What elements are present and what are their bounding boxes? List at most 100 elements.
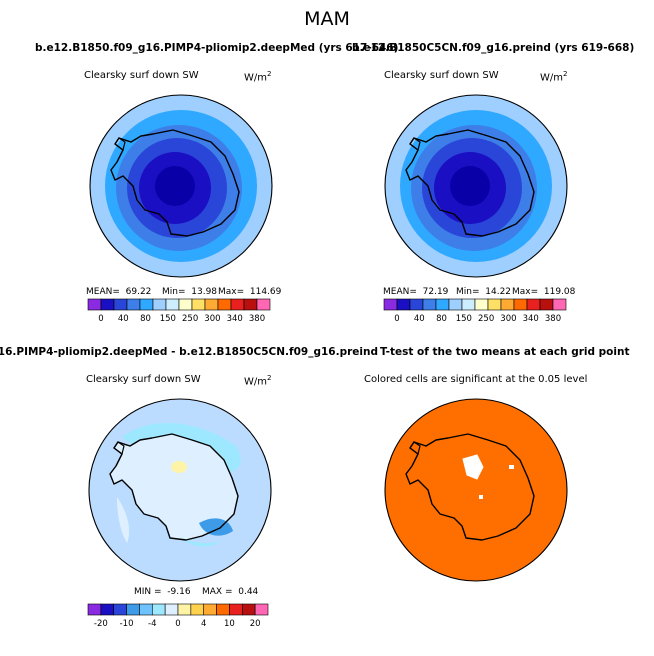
variable-label: Clearsky surf down SW [84,70,199,81]
colorbar-tick-label: 340 [226,314,243,324]
colorbar-ticks: 0 40 80 150 250 300 340 380 [88,314,270,326]
colorbar-box [113,603,127,616]
colorbar-box [241,603,256,616]
antarctica-coastline [405,129,535,237]
units-label: W/m2 [244,70,272,84]
peninsula-path [409,441,421,456]
polar-map-ttest [384,398,568,582]
colorbar-box [165,298,180,311]
polar-map-mean-pliomip [89,94,273,278]
antarctica-coastline [110,129,240,237]
polar-map-difference [88,398,272,582]
colorbar-box [87,603,102,616]
colorbar-box [552,298,567,311]
peninsula-path [409,137,421,152]
colorbar-ticks: -20 -10 -4 0 4 10 20 [88,619,268,631]
colorbar-box [435,298,450,311]
colorbar-tick-label: 40 [413,314,425,324]
variable-label: Clearsky surf down SW [86,374,201,385]
colorbar [87,298,271,311]
panel-title: b.e12.B1850.f09_g16.PIMP4-pliomip2.deepM… [35,42,399,54]
colorbar-tick-label: -20 [93,619,108,629]
colorbar-tick-label: 250 [182,314,199,324]
colorbar-tick-label: 10 [224,619,235,629]
colorbar-tick-label: 40 [117,314,129,324]
mean-stat: MEAN= 69.22 [86,287,152,297]
colorbar-box [126,298,141,311]
colorbar-box [243,298,258,311]
significance-note: Colored cells are significant at the 0.0… [364,374,588,385]
colorbar-box [139,298,154,311]
colorbar-tick-label: -10 [119,619,134,629]
map-boundary [88,398,272,582]
colorbar-box [152,298,167,311]
significance-field [385,399,567,581]
units-label: W/m2 [540,70,568,84]
colorbar-tick-label: 150 [455,314,472,324]
nonsignificant-cells [462,454,484,480]
antarctica-coastline [109,433,239,541]
colorbar-tick-label: 4 [200,619,207,629]
colorbar-tick-label: 380 [248,314,266,324]
map-boundary [384,398,568,582]
max-stat: Max= 119.08 [512,287,576,297]
map-layers [384,398,568,582]
colorbar-box [164,603,179,616]
colorbar-box [230,298,245,311]
colorbar-box [539,298,554,311]
colorbar-box [191,298,206,311]
panel-title: b.e12.B1850C5CN.f09_g16.preind (yrs 619-… [352,42,635,54]
colorbar-box [139,603,153,616]
colorbar-box [422,298,437,311]
colorbar-tick-label: 80 [436,314,447,324]
max-stat: MAX = 0.44 [202,587,259,597]
colorbar-tick-label: 0 [394,314,400,324]
colorbar-tick-label: 0 [98,314,104,324]
colorbar-box [151,603,166,616]
colorbar-tick-label: 250 [478,314,495,324]
colorbar-box [461,298,476,311]
colorbar-ticks: 0 40 80 150 250 300 340 380 [384,314,566,326]
nonsignificant-cell [479,495,483,499]
colorbar-box [254,603,269,616]
difference-cyan-patch [181,537,221,547]
colorbar-tick-label: 150 [159,314,176,324]
colorbar-box [513,298,528,311]
difference-light-patch [117,497,130,543]
colorbar-box [113,298,128,311]
colorbar [383,298,567,311]
colorbar-tick-label: 80 [140,314,151,324]
colorbar-box [216,603,230,616]
units-label: W/m2 [244,374,272,388]
colorbar-box [217,298,232,311]
difference-positive-patch [171,461,187,473]
colorbar-box [100,298,115,311]
map-layers [384,94,568,278]
max-stat: Max= 114.69 [218,287,282,297]
colorbar-tick-label: 0 [175,619,181,629]
colorbar-box [229,603,243,616]
colorbar-box [126,603,140,616]
peninsula-path [113,441,125,456]
colorbar-tick-label: 340 [522,314,539,324]
colorbar-box [487,298,502,311]
map-layers [88,398,272,582]
colorbar-box [204,298,219,311]
panel-title: 2.B1850.f09_g16.PIMP4-pliomip2.deepMed -… [0,346,378,358]
colorbar-box [203,603,217,616]
min-stat: Min= 13.98 [162,287,218,297]
colorbar-box [383,298,398,311]
antarctica-coastline [405,433,535,541]
colorbar-box [178,298,193,311]
map-boundary [89,94,273,278]
variable-label: Clearsky surf down SW [384,70,499,81]
panel-title: T-test of the two means at each grid poi… [380,346,630,358]
colorbar-box [474,298,489,311]
difference-continent-fill [110,434,238,540]
peninsula-path [114,137,126,152]
colorbar-box [190,603,205,616]
colorbar-box [526,298,541,311]
colorbar-box [396,298,411,311]
colorbar-box [100,603,115,616]
colorbar-box [409,298,424,311]
